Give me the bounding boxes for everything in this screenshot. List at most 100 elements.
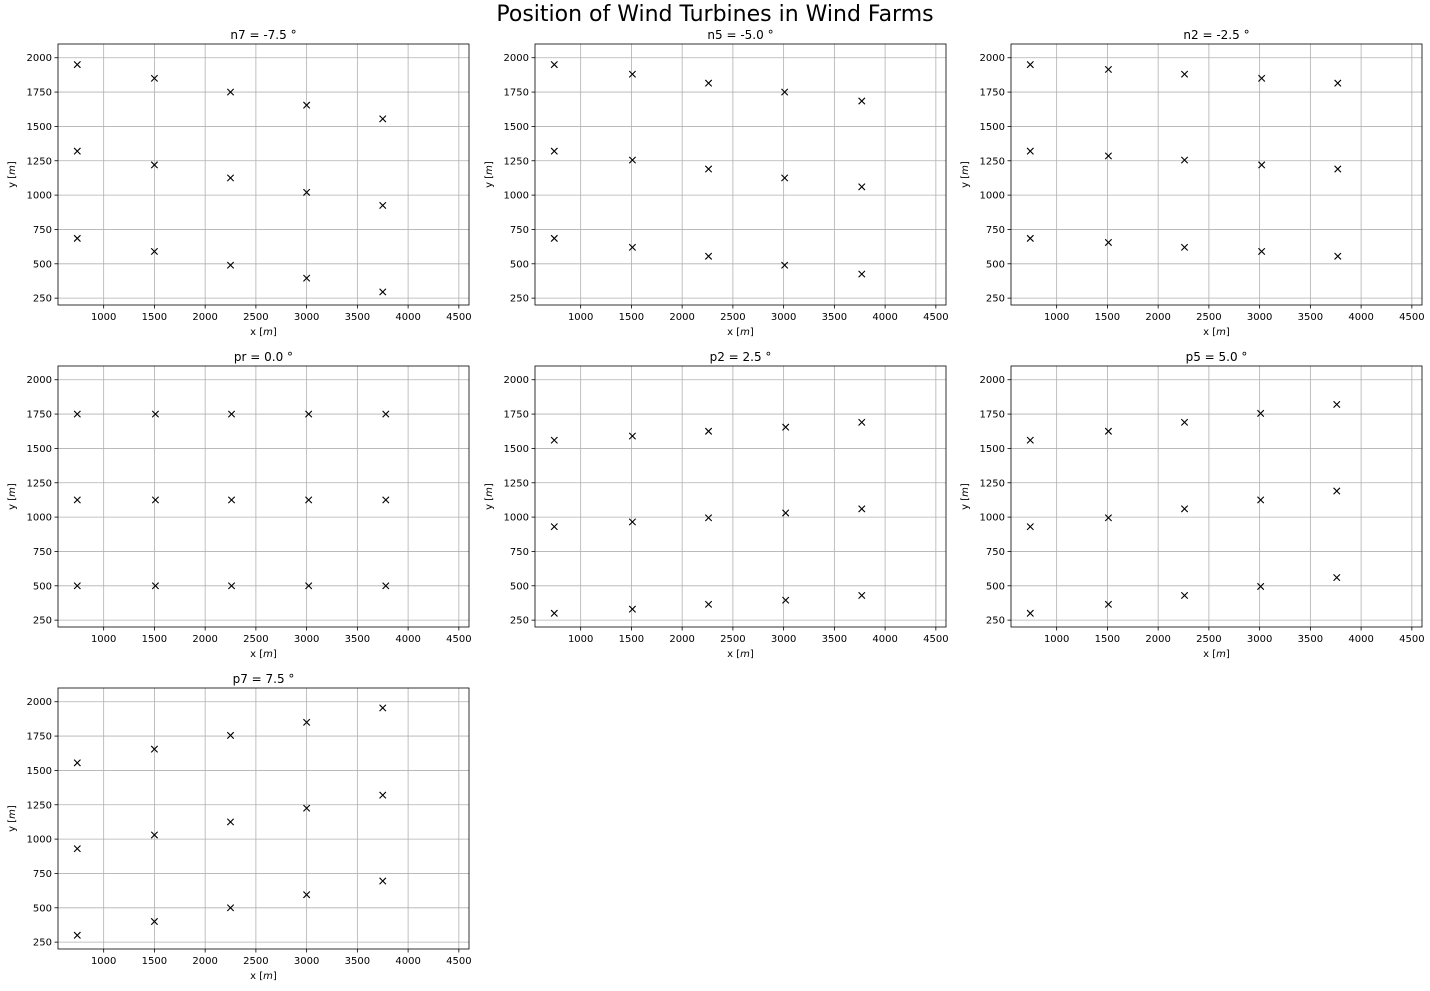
turbine-point xyxy=(1333,573,1341,582)
y-tick-label: 1750 xyxy=(504,88,529,99)
y-tick-label: 2000 xyxy=(504,53,529,64)
y-tick-label: 500 xyxy=(33,903,52,914)
turbine-point xyxy=(379,877,387,885)
subplot-title: p2 = 2.5 ° xyxy=(710,350,772,364)
x-tick-label: 1500 xyxy=(1095,312,1120,323)
x-tick-label: 1500 xyxy=(142,634,167,645)
subplot-7: 1000 1500 2000 2500 3000 3500 4000 4500 250 500 75… xyxy=(7,672,472,982)
turbine-point xyxy=(1257,582,1265,591)
x-tick-label: 1000 xyxy=(568,634,593,645)
y-tick-label: 500 xyxy=(510,259,529,270)
y-axis-label: y [m] xyxy=(484,483,495,510)
axes-frame xyxy=(534,43,947,306)
turbine-point xyxy=(1026,609,1034,617)
turbine-point xyxy=(1026,436,1034,444)
turbine-point xyxy=(150,745,158,753)
y-tick-label: 250 xyxy=(986,294,1005,305)
subplot-4: 1000 1500 2000 2500 3000 3500 4000 4500 250 500 75… xyxy=(7,350,472,660)
turbine-point xyxy=(150,161,158,169)
turbine-point xyxy=(382,582,390,590)
x-tick-label: 3500 xyxy=(1298,634,1323,645)
turbine-point xyxy=(1257,496,1265,504)
subplot-1: 1000 1500 2000 2500 3000 3500 4000 4500 250 500 75… xyxy=(7,28,472,338)
x-tick-label: 4000 xyxy=(395,634,420,645)
x-tick-label: 1500 xyxy=(142,312,167,323)
axes-frame xyxy=(57,43,470,306)
turbine-point xyxy=(73,496,81,504)
y-tick-label: 750 xyxy=(510,225,529,236)
y-tick-label: 1000 xyxy=(27,191,52,202)
x-tick-label: 4500 xyxy=(446,956,471,967)
y-tick-label: 1000 xyxy=(504,191,529,202)
turbine-point xyxy=(73,845,81,853)
y-tick-label: 250 xyxy=(510,616,529,627)
x-tick-label: 4500 xyxy=(446,634,471,645)
axes-frame xyxy=(1010,43,1423,306)
x-tick-label: 3000 xyxy=(771,312,796,323)
turbine-point xyxy=(379,201,387,209)
x-tick-label: 1500 xyxy=(619,634,644,645)
turbine-point xyxy=(1258,74,1266,82)
y-tick-label: 250 xyxy=(510,294,529,305)
y-tick-label: 750 xyxy=(33,547,52,558)
turbine-point xyxy=(782,423,790,431)
x-tick-label: 3000 xyxy=(294,634,319,645)
y-tick-label: 500 xyxy=(33,259,52,270)
turbine-point xyxy=(858,183,866,191)
turbine-point xyxy=(628,156,637,164)
turbine-point xyxy=(1180,591,1189,599)
y-tick-label: 2000 xyxy=(27,375,52,386)
x-tick-label: 2000 xyxy=(669,312,694,323)
turbine-point xyxy=(382,496,390,504)
turbine-point xyxy=(1180,505,1189,513)
subplot-title: n2 = -2.5 ° xyxy=(1183,28,1249,42)
x-tick-label: 1500 xyxy=(619,312,644,323)
x-axis-label: x [m] xyxy=(1203,327,1230,338)
turbine-point xyxy=(1104,514,1113,522)
subplot-title: p7 = 7.5 ° xyxy=(233,672,295,686)
x-tick-label: 4000 xyxy=(1348,634,1373,645)
y-tick-label: 1000 xyxy=(27,513,52,524)
y-tick-label: 1750 xyxy=(27,732,52,743)
x-tick-label: 1000 xyxy=(91,312,116,323)
x-tick-label: 3000 xyxy=(294,312,319,323)
turbine-point xyxy=(858,505,866,513)
y-tick-label: 1000 xyxy=(980,191,1005,202)
turbine-point xyxy=(1180,243,1189,251)
x-tick-label: 2500 xyxy=(1196,312,1221,323)
turbine-point xyxy=(550,61,558,69)
turbine-point xyxy=(1257,409,1265,417)
turbine-point xyxy=(379,704,387,712)
figure-title: Position of Wind Turbines in Wind Farms xyxy=(496,2,934,27)
turbine-point xyxy=(550,147,558,155)
x-tick-label: 3500 xyxy=(345,634,370,645)
turbine-point xyxy=(628,432,637,440)
subplot-title: n7 = -7.5 ° xyxy=(230,28,296,42)
turbine-point xyxy=(858,97,866,105)
y-tick-label: 1250 xyxy=(27,800,52,811)
turbine-point xyxy=(1104,65,1113,74)
y-tick-label: 500 xyxy=(986,259,1005,270)
x-tick-label: 2000 xyxy=(1145,634,1170,645)
y-tick-label: 750 xyxy=(986,547,1005,558)
turbine-point xyxy=(226,261,235,269)
axes-frame xyxy=(57,365,470,628)
y-tick-label: 750 xyxy=(33,225,52,236)
turbine-point xyxy=(1334,79,1342,87)
turbine-point xyxy=(151,582,160,590)
turbine-point xyxy=(781,174,789,182)
turbine-point xyxy=(305,410,313,418)
turbine-point xyxy=(1333,487,1341,495)
turbine-point xyxy=(305,496,313,504)
turbine-point xyxy=(1026,523,1034,531)
y-tick-label: 2000 xyxy=(504,375,529,386)
turbine-point xyxy=(1026,147,1034,155)
x-tick-label: 2000 xyxy=(1145,312,1170,323)
y-axis-label: y [m] xyxy=(484,161,495,188)
turbine-point xyxy=(1104,600,1113,608)
y-tick-label: 500 xyxy=(986,581,1005,592)
y-tick-label: 1500 xyxy=(27,766,52,777)
axes-frame xyxy=(534,365,947,628)
y-tick-label: 1500 xyxy=(980,444,1005,455)
x-tick-label: 3000 xyxy=(1247,634,1272,645)
